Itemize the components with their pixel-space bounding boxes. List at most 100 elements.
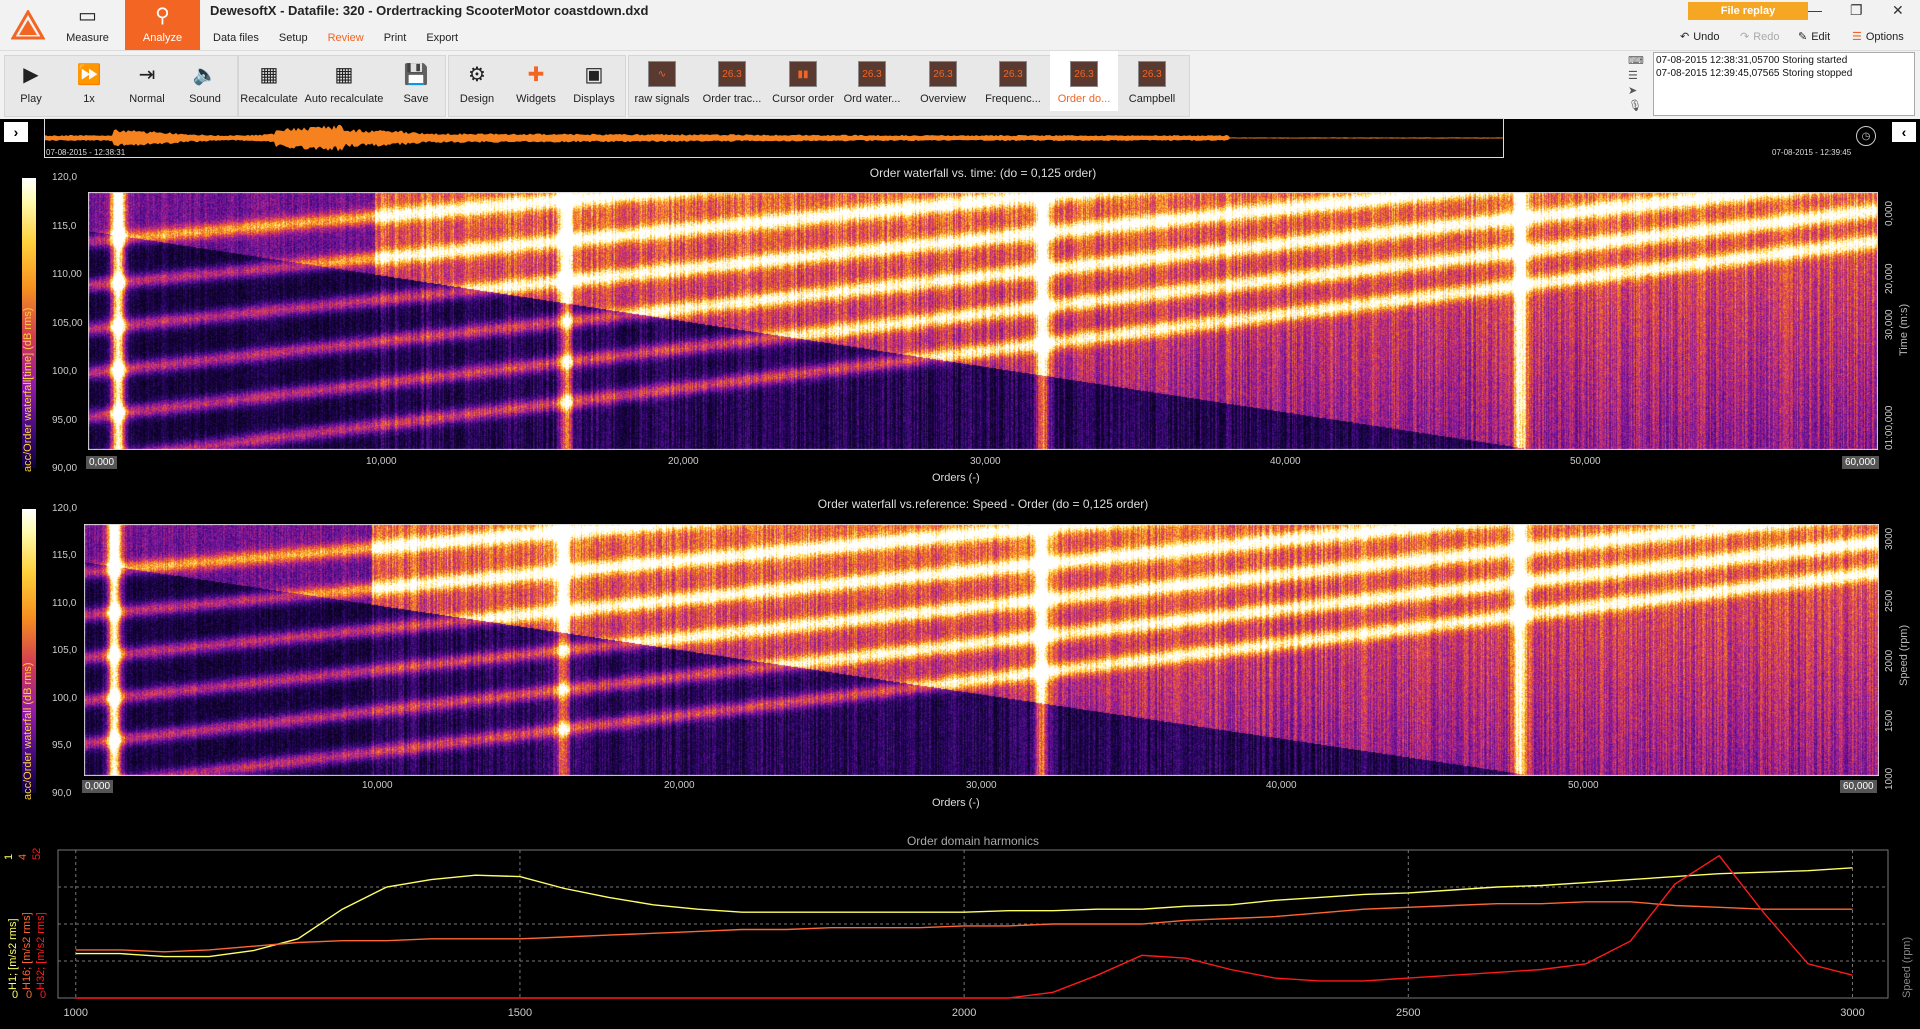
y-axis-label: H16; [m/s2 rms] — [21, 912, 33, 990]
y-tick-right: 1000 — [1884, 768, 1895, 790]
auto-recalculate-button[interactable]: ▦ Auto recalculate — [302, 51, 386, 111]
overview-start-time: 07-08-2015 - 12:38:31 — [46, 148, 125, 157]
tab-cursor-order[interactable]: ▮▮ Cursor order — [768, 51, 838, 111]
auto-calculator-icon: ▦ — [335, 63, 354, 87]
main-menu: Data files Setup Review Print Export — [203, 32, 468, 44]
clock-icon[interactable]: ◷ — [1856, 126, 1876, 146]
tab-raw-signals[interactable]: ∿ raw signals — [630, 51, 694, 111]
x-tick: 50,000 — [1568, 780, 1599, 791]
chart1-ylabel-right: Time (m:s) — [1898, 304, 1910, 356]
colorbar-tick: 115,0 — [52, 550, 76, 561]
chart2-title: Order waterfall vs.reference: Speed - Or… — [88, 497, 1878, 511]
event-item[interactable]: 07-08-2015 12:39:45,07565 Storing stoppe… — [1656, 67, 1912, 80]
expand-left-button[interactable]: › — [4, 122, 28, 142]
notes-icon[interactable]: ☰ — [1628, 69, 1644, 82]
x-tick: 40,000 — [1270, 456, 1301, 467]
y-axis-tick: 0 — [12, 989, 18, 1001]
speed-axis-label: Speed (rpm) — [1901, 937, 1913, 998]
keyboard-icon[interactable]: ⌨ — [1628, 54, 1644, 67]
display-thumbnail-icon: 26.3 — [858, 61, 886, 87]
y-axis-label: H32; [m/s2 rms] — [35, 912, 47, 990]
options-button[interactable]: ☰ Options — [1852, 30, 1904, 43]
chart1-title: Order waterfall vs. time: (do = 0,125 or… — [88, 166, 1878, 180]
x-tick: 60,000 — [1840, 780, 1877, 793]
x-tick: 30,000 — [966, 780, 997, 791]
tab-overview[interactable]: 26.3 Overview — [910, 51, 976, 111]
y-tick-right: 20,000 — [1884, 263, 1895, 294]
design-button[interactable]: ⚙ Design — [452, 51, 502, 111]
normal-button[interactable]: ⇥ Normal — [122, 51, 172, 111]
harmonics-title: Order domain harmonics — [58, 834, 1888, 848]
chart2-ylabel-right: Speed (rpm) — [1898, 625, 1910, 686]
event-list[interactable]: 07-08-2015 12:38:31,05700 Storing starte… — [1653, 52, 1915, 116]
play-button[interactable]: ▶ Play — [10, 51, 52, 111]
file-replay-badge: File replay — [1688, 2, 1808, 20]
colorbar-tick: 95,0 — [52, 740, 71, 751]
pointer-icon[interactable]: ➤ — [1628, 84, 1644, 97]
x-tick: 0,000 — [86, 456, 117, 469]
tab-order-tracking[interactable]: 26.3 Order trac... — [698, 51, 766, 111]
ruler-icon: ▭ — [78, 3, 97, 28]
waveform-icon: ∿ — [648, 61, 676, 87]
tab-frequency[interactable]: 26.3 Frequenc... — [978, 51, 1048, 111]
y-tick-right: 3000 — [1884, 528, 1895, 550]
undo-button[interactable]: ↶ Undo — [1680, 30, 1720, 43]
menu-setup[interactable]: Setup — [269, 32, 318, 44]
order-waterfall-time-plot[interactable] — [88, 192, 1878, 450]
display-thumbnail-icon: 26.3 — [718, 61, 746, 87]
y-tick-right: 2500 — [1884, 590, 1895, 612]
step-icon: ⇥ — [139, 63, 156, 87]
speed-button[interactable]: ⏩ 1x — [66, 51, 112, 111]
colorbar-tick: 100,0 — [52, 693, 77, 704]
overview-selection[interactable] — [44, 118, 1504, 158]
y-axis-label: H1; [m/s2 rms] — [7, 918, 19, 990]
display-thumbnail-icon: 26.3 — [1138, 61, 1166, 87]
microphone-icon[interactable]: 🎙 — [1628, 99, 1644, 112]
order-waterfall-speed-plot[interactable] — [84, 524, 1879, 776]
y-axis-tick: 0 — [26, 989, 32, 1001]
measure-button[interactable]: ▭ Measure — [50, 0, 125, 50]
analyze-button[interactable]: ⚲ Analyze — [125, 0, 200, 50]
x-tick: 1500 — [508, 1007, 532, 1019]
y-axis-tick: 52 — [31, 848, 43, 860]
recalculate-button[interactable]: ▦ Recalculate — [240, 51, 298, 111]
order-domain-harmonics-plot[interactable]: 1000 1500 2000 2500 3000H1; [m/s2 rms]10H16;… — [0, 848, 1920, 1023]
widgets-button[interactable]: ✚ Widgets — [510, 51, 562, 111]
x-tick: 20,000 — [664, 780, 695, 791]
tab-order-domain[interactable]: 26.3 Order do... — [1050, 51, 1118, 111]
menu-export[interactable]: Export — [416, 32, 468, 44]
redo-button[interactable]: ↷ Redo — [1740, 30, 1780, 43]
menu-print[interactable]: Print — [374, 32, 417, 44]
x-tick: 0,000 — [82, 780, 113, 793]
y-axis-tick: 4 — [17, 854, 29, 860]
minimize-button[interactable]: — — [1808, 2, 1822, 18]
colorbar-tick: 115,0 — [52, 221, 76, 232]
y-tick-right: 30,000 — [1884, 309, 1895, 340]
undo-icon: ↶ — [1680, 30, 1689, 43]
dewesoft-logo — [0, 0, 55, 50]
tab-order-waterfall[interactable]: 26.3 Ord water... — [838, 51, 906, 111]
save-button[interactable]: 💾 Save — [396, 51, 436, 111]
sound-button[interactable]: 🔈 Sound — [182, 51, 228, 111]
displays-button[interactable]: ▣ Displays — [568, 51, 620, 111]
x-tick: 60,000 — [1842, 456, 1879, 469]
chart1-colorbar-label: acc/Order waterfall[time] (dB rms) — [22, 308, 34, 472]
x-tick: 1000 — [64, 1007, 88, 1019]
play-icon: ▶ — [23, 63, 38, 87]
y-axis-tick: 1 — [3, 854, 15, 860]
display-thumbnail-icon: 26.3 — [1070, 61, 1098, 87]
event-toolbar: ⌨ ☰ ➤ 🎙 — [1628, 54, 1644, 112]
y-tick-right: 01:00,000 — [1884, 406, 1895, 451]
expand-right-button[interactable]: ‹ — [1892, 122, 1916, 142]
event-item[interactable]: 07-08-2015 12:38:31,05700 Storing starte… — [1656, 54, 1912, 67]
colorbar-tick: 90,00 — [52, 463, 77, 474]
calculator-icon: ▦ — [260, 63, 279, 87]
restore-button[interactable]: ❐ — [1850, 2, 1863, 19]
menu-data-files[interactable]: Data files — [203, 32, 269, 44]
fast-forward-icon: ⏩ — [77, 63, 102, 87]
x-tick: 2000 — [952, 1007, 976, 1019]
edit-button[interactable]: ✎ Edit — [1798, 30, 1830, 43]
tab-campbell[interactable]: 26.3 Campbell — [1120, 51, 1184, 111]
menu-review[interactable]: Review — [318, 32, 374, 44]
close-button[interactable]: ✕ — [1892, 2, 1904, 19]
